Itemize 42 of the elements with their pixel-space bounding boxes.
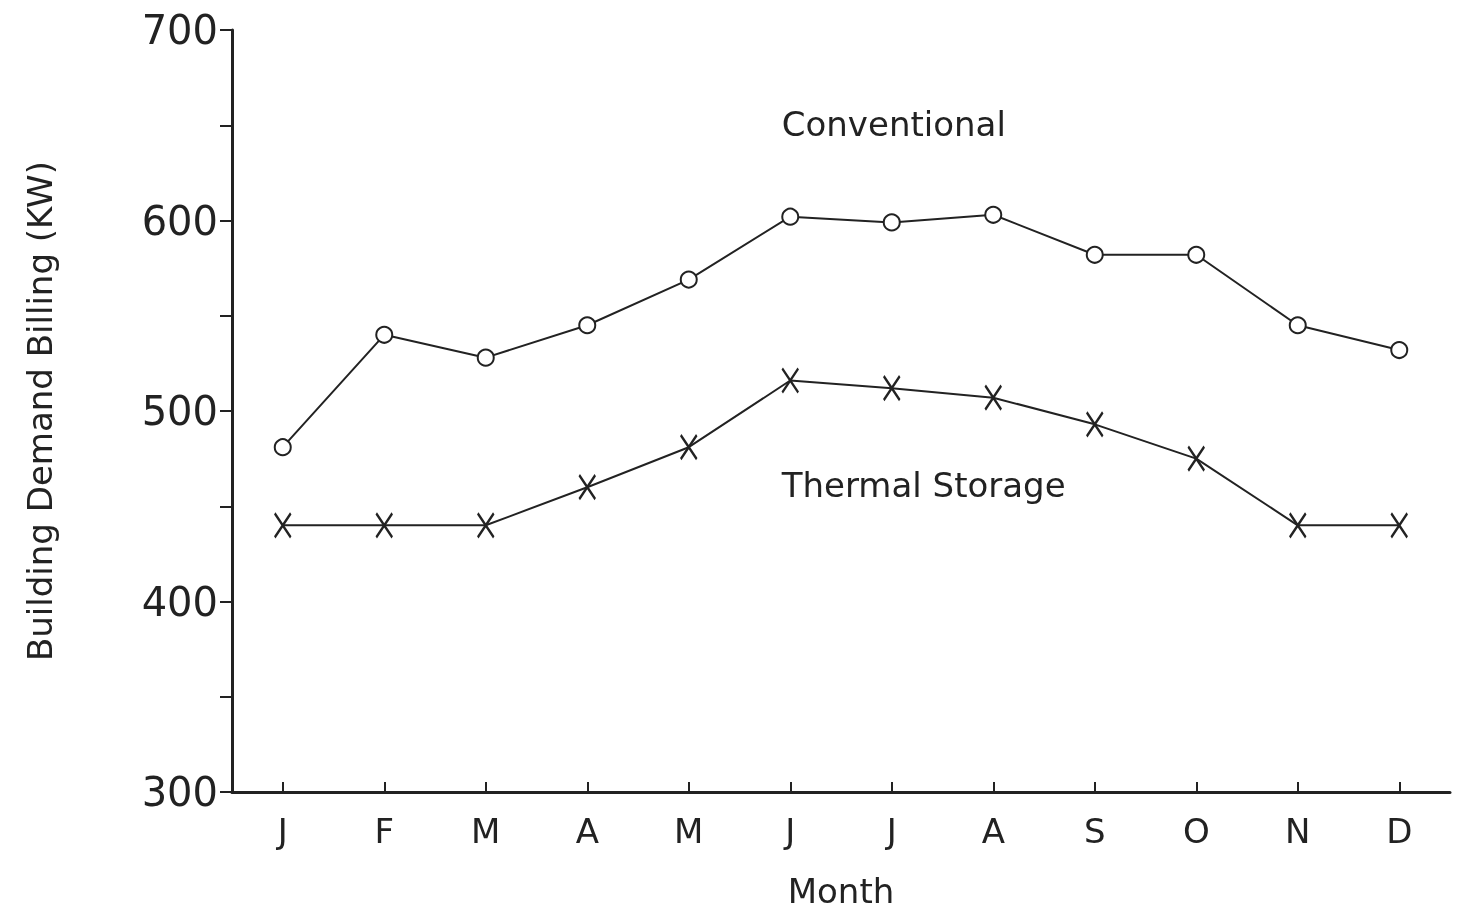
y-tick-label: 600 bbox=[141, 197, 218, 244]
x-tick-label: M bbox=[674, 811, 704, 851]
x-tick-label: J bbox=[884, 811, 897, 851]
y-axis-title: Building Demand Billing (KW) bbox=[20, 160, 60, 662]
point bbox=[781, 367, 800, 394]
x-tick-label: S bbox=[1083, 811, 1106, 851]
point bbox=[1085, 411, 1104, 438]
series-label: Conventional bbox=[781, 104, 1006, 145]
x-tick-label: D bbox=[1386, 811, 1413, 851]
point bbox=[882, 213, 901, 232]
y-tick-label: 500 bbox=[141, 388, 218, 434]
point bbox=[375, 512, 394, 539]
y-tick-label: 300 bbox=[141, 769, 218, 815]
y-tick-label: 700 bbox=[141, 7, 218, 53]
y-tick-label: 400 bbox=[141, 578, 218, 625]
x-tick-label: N bbox=[1285, 811, 1311, 851]
x-axis-title: Month bbox=[787, 871, 895, 911]
point bbox=[984, 205, 1003, 224]
x-tick-label: M bbox=[471, 811, 501, 851]
point bbox=[1085, 245, 1104, 264]
point bbox=[375, 325, 394, 344]
point bbox=[679, 270, 698, 289]
point bbox=[984, 384, 1003, 411]
point bbox=[1288, 512, 1307, 539]
point bbox=[1187, 245, 1206, 264]
point bbox=[476, 512, 495, 539]
point bbox=[273, 438, 292, 457]
point bbox=[1288, 316, 1307, 335]
x-tick-label: F bbox=[374, 811, 395, 851]
point bbox=[781, 207, 800, 226]
x-tick-label: A bbox=[981, 811, 1005, 851]
point bbox=[1390, 341, 1409, 360]
point bbox=[1390, 512, 1409, 539]
point bbox=[273, 512, 292, 539]
point bbox=[578, 316, 597, 335]
series-label: Thermal Storage bbox=[780, 465, 1066, 506]
point bbox=[476, 348, 495, 367]
point bbox=[1187, 445, 1206, 472]
x-tick-label: A bbox=[575, 811, 599, 851]
x-tick-label: O bbox=[1182, 811, 1210, 851]
x-tick-label: J bbox=[275, 811, 288, 851]
x-tick-label: J bbox=[783, 811, 796, 851]
